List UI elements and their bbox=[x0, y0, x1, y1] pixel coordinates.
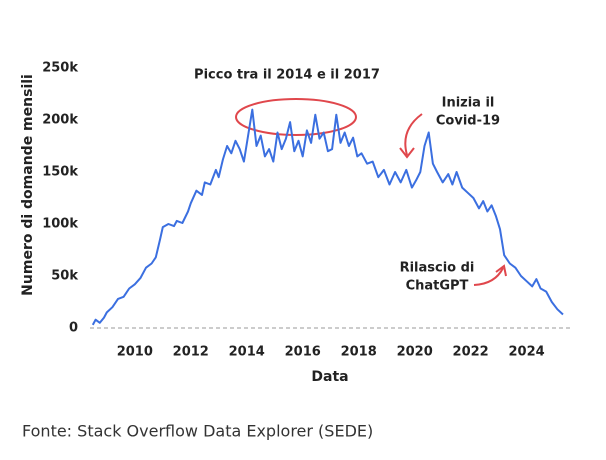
source: Fonte: Stack Overflow Data Explorer (SED… bbox=[22, 422, 373, 441]
x-tick-label: 2014 bbox=[229, 345, 265, 360]
y-tick-label: 200k bbox=[42, 113, 78, 128]
x-tick-label: 2016 bbox=[285, 345, 321, 360]
arrow bbox=[473, 267, 504, 286]
x-tick-label: 2018 bbox=[341, 345, 377, 360]
y-tick-label: 150k bbox=[42, 165, 78, 180]
arrow bbox=[404, 113, 423, 156]
annotation: Inizia il bbox=[442, 96, 495, 111]
x-tick-label: 2024 bbox=[509, 345, 545, 360]
x-tick-label: 2022 bbox=[453, 345, 489, 360]
annotation: Rilascio di bbox=[400, 261, 475, 276]
y-tick-label: 0 bbox=[69, 321, 78, 336]
y-tick-label: 250k bbox=[42, 61, 78, 76]
y-tick-label: 50k bbox=[51, 269, 78, 284]
y-axis-label: Numero di domande mensili bbox=[20, 74, 36, 296]
annotation: Picco tra il 2014 e il 2017 bbox=[194, 68, 380, 83]
arrow-head bbox=[495, 264, 507, 277]
x-tick-label: 2020 bbox=[397, 345, 433, 360]
annotation: ChatGPT bbox=[406, 279, 469, 294]
arrow-head bbox=[399, 147, 415, 159]
y-tick-label: 100k bbox=[42, 217, 78, 232]
x-tick-label: 2010 bbox=[117, 345, 153, 360]
highlight-ellipse bbox=[235, 98, 357, 136]
annotation: Covid-19 bbox=[436, 114, 500, 129]
x-tick-label: 2012 bbox=[173, 345, 209, 360]
data-line bbox=[91, 108, 564, 326]
x-axis-label: Data bbox=[311, 369, 348, 385]
